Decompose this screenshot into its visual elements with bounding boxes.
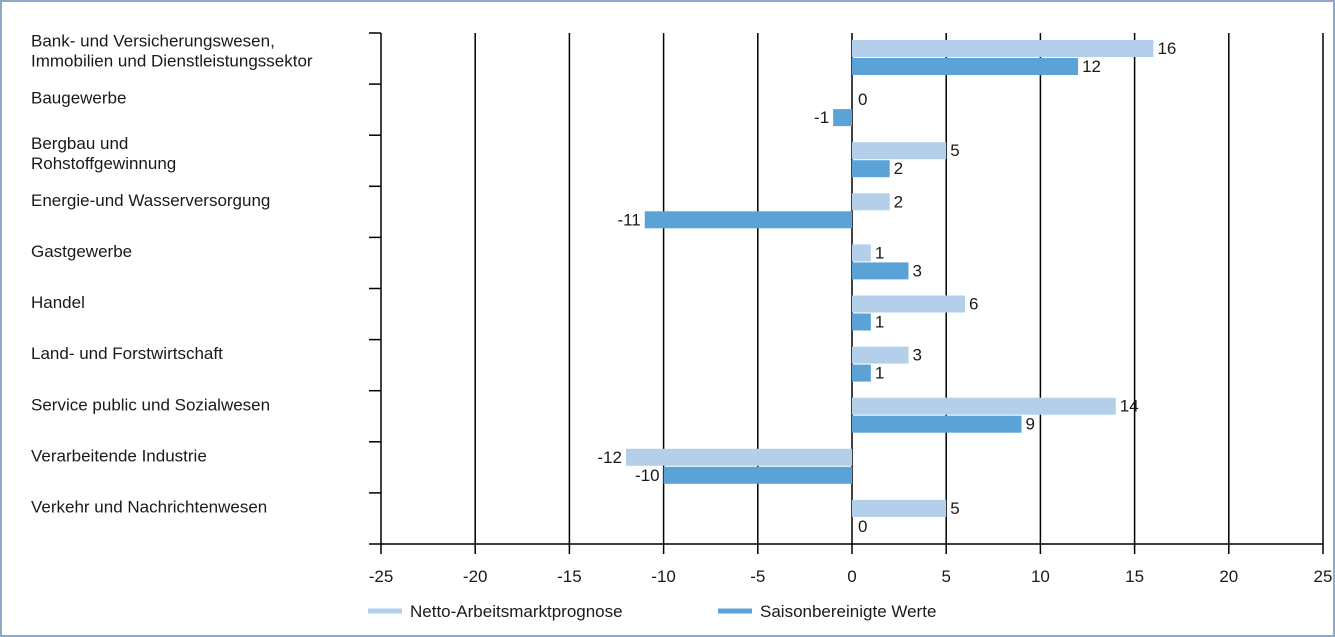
bar-series-1 bbox=[852, 193, 890, 211]
grid-lines bbox=[474, 33, 1324, 544]
bar-series-1 bbox=[852, 244, 871, 262]
data-label: 16 bbox=[1157, 39, 1176, 58]
data-label: 12 bbox=[1082, 57, 1101, 76]
bar-series-1 bbox=[625, 448, 852, 466]
data-label: 2 bbox=[894, 192, 903, 211]
data-label: 9 bbox=[1026, 415, 1035, 434]
category-label: Handel bbox=[31, 293, 85, 312]
bar-series-1 bbox=[852, 295, 966, 313]
category-label: Bank- und Versicherungswesen, bbox=[31, 32, 275, 51]
data-label: 2 bbox=[894, 159, 903, 178]
legend: Netto-Arbeitsmarktprognose Saisonbereinig… bbox=[368, 602, 936, 621]
x-tick-label: -25 bbox=[369, 567, 394, 586]
category-label: Gastgewerbe bbox=[31, 242, 132, 261]
x-tick-label: -15 bbox=[557, 567, 582, 586]
data-label: -11 bbox=[617, 210, 640, 229]
bar-series-2 bbox=[852, 364, 871, 382]
bar-series-1 bbox=[852, 40, 1154, 57]
x-tick-label: 0 bbox=[847, 567, 856, 586]
bar-series-2 bbox=[663, 466, 852, 484]
bar-series-2 bbox=[833, 109, 852, 127]
data-label: 0 bbox=[858, 517, 867, 536]
x-tick-label: 15 bbox=[1125, 567, 1144, 586]
bars bbox=[625, 40, 1154, 517]
bar-series-2 bbox=[852, 415, 1022, 433]
category-label: Baugewerbe bbox=[31, 89, 126, 108]
bar-series-2 bbox=[644, 211, 852, 229]
x-tick-label: 25 bbox=[1314, 567, 1333, 586]
data-label: 3 bbox=[913, 261, 922, 280]
x-tick-label: -5 bbox=[750, 567, 765, 586]
legend-label: Saisonbereinigte Werte bbox=[760, 602, 936, 621]
x-tick-label: 20 bbox=[1219, 567, 1238, 586]
bar-series-1 bbox=[852, 397, 1116, 415]
x-tick-label: 5 bbox=[941, 567, 950, 586]
data-label: 14 bbox=[1120, 397, 1139, 416]
category-label: Verkehr und Nachrichtenwesen bbox=[31, 497, 267, 516]
data-label: 1 bbox=[875, 313, 884, 332]
x-tick-label: -10 bbox=[651, 567, 676, 586]
data-label: 6 bbox=[969, 295, 978, 314]
data-label: 5 bbox=[950, 499, 959, 518]
data-label: -1 bbox=[814, 108, 829, 127]
data-label: 1 bbox=[875, 364, 884, 383]
category-label: Verarbeitende Industrie bbox=[31, 446, 207, 465]
bar-series-1 bbox=[852, 499, 947, 517]
category-label: Land- und Forstwirtschaft bbox=[31, 344, 223, 363]
category-label: Energie-und Wasserversorgung bbox=[31, 191, 270, 210]
category-label: Bergbau und bbox=[31, 134, 128, 153]
category-label: Service public und Sozialwesen bbox=[31, 395, 270, 414]
data-label: 3 bbox=[913, 346, 922, 365]
category-label: Rohstoffgewinnung bbox=[31, 154, 176, 173]
bar-series-1 bbox=[852, 142, 947, 160]
x-tick-label: 10 bbox=[1031, 567, 1050, 586]
data-label: 5 bbox=[950, 141, 959, 160]
bar-series-2 bbox=[852, 313, 871, 331]
data-label: 1 bbox=[875, 243, 884, 262]
data-label: 0 bbox=[858, 90, 867, 109]
data-label: -10 bbox=[635, 466, 660, 485]
x-tick-label: -20 bbox=[463, 567, 488, 586]
bar-series-1 bbox=[852, 346, 909, 364]
bar-series-2 bbox=[852, 58, 1079, 75]
category-label: Immobilien und Dienstleistungssektor bbox=[31, 52, 313, 71]
axes bbox=[369, 32, 1324, 554]
data-label: -12 bbox=[597, 448, 622, 467]
bar-series-2 bbox=[852, 160, 890, 178]
legend-label: Netto-Arbeitsmarktprognose bbox=[410, 602, 623, 621]
bar-series-2 bbox=[852, 262, 909, 280]
